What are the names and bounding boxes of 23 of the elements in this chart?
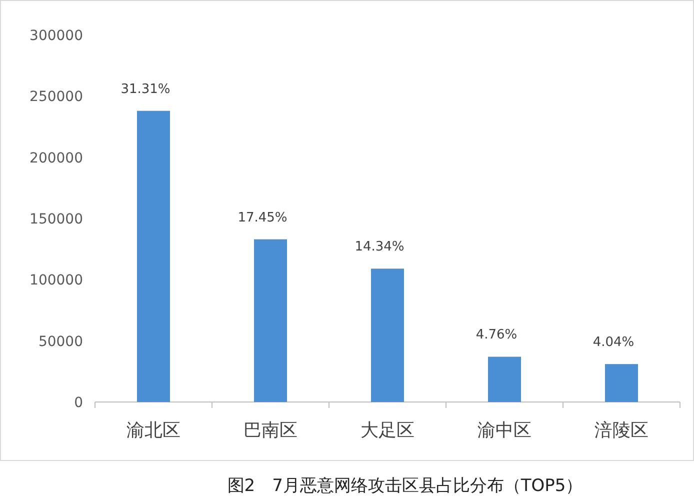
y-tick-label: 150000 [30,212,83,228]
bar [488,356,521,402]
y-tick-label: 250000 [30,89,83,106]
y-tick-label: 200000 [30,150,83,166]
x-tick-label: 渝北区 [126,420,180,441]
x-tick-label: 巴南区 [244,420,298,441]
y-tick-label: 0 [74,395,83,411]
annotation: 4.76% [476,328,518,343]
bar [137,110,170,402]
bar [605,364,638,402]
text: 图2 7月恶意网络攻击区县占比分布（TOP5） [227,476,583,496]
annotation: 17.45% [238,210,288,226]
x-tick-label: 渝中区 [478,420,532,441]
bar [254,239,287,402]
x-tick-label: 涪陵区 [594,420,648,441]
y-tick-label: 100000 [30,272,83,289]
annotation: 4.04% [592,335,634,350]
y-tick-label: 50000 [38,334,83,350]
annotation: 14.34% [354,240,404,255]
annotation: 31.31% [120,82,170,97]
bar [371,268,404,402]
x-tick-label: 大足区 [360,420,414,441]
y-tick-label: 300000 [30,28,83,44]
